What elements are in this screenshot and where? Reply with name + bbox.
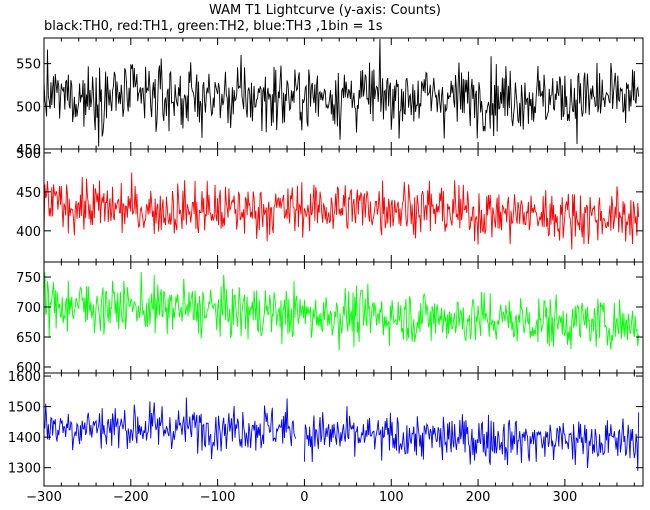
x-tick-label: 100 [379,490,404,505]
y-tick-label: 500 [16,100,41,115]
y-tick-label: 450 [16,186,41,201]
x-tick-label: −200 [113,490,149,505]
panels-group: 4505005504004505006006507007501300140015… [8,37,644,505]
panel-frame-th3 [43,372,644,487]
y-tick-label: 750 [16,271,41,286]
y-tick-label: 400 [16,225,41,240]
x-tick-label: 300 [552,490,577,505]
y-tick-label: 550 [16,58,41,73]
series-th3-line-0 [44,397,297,460]
y-tick-label: 1300 [8,462,41,477]
series-th0-line-0 [44,38,640,147]
series-th2-line-0 [44,272,640,351]
chart-title: WAM T1 Lightcurve (y-axis: Counts) [209,3,441,18]
x-tick-label: 0 [300,490,308,505]
y-tick-label: 450 [16,143,41,158]
chart-subtitle: black:TH0, red:TH1, green:TH2, blue:TH3 … [44,19,383,34]
x-tick-label: −100 [200,490,236,505]
y-tick-label: 1600 [8,370,41,385]
series-th3-line-1 [303,406,640,471]
y-tick-label: 500 [16,147,41,162]
y-tick-label: 650 [16,331,41,346]
y-tick-label: 700 [16,301,41,316]
x-tick-label: −300 [26,490,62,505]
y-tick-label: 1400 [8,431,41,446]
y-tick-label: 600 [16,361,41,376]
y-tick-label: 1500 [8,401,41,416]
x-tick-label: 200 [466,490,491,505]
series-th1-line-0 [44,172,640,250]
